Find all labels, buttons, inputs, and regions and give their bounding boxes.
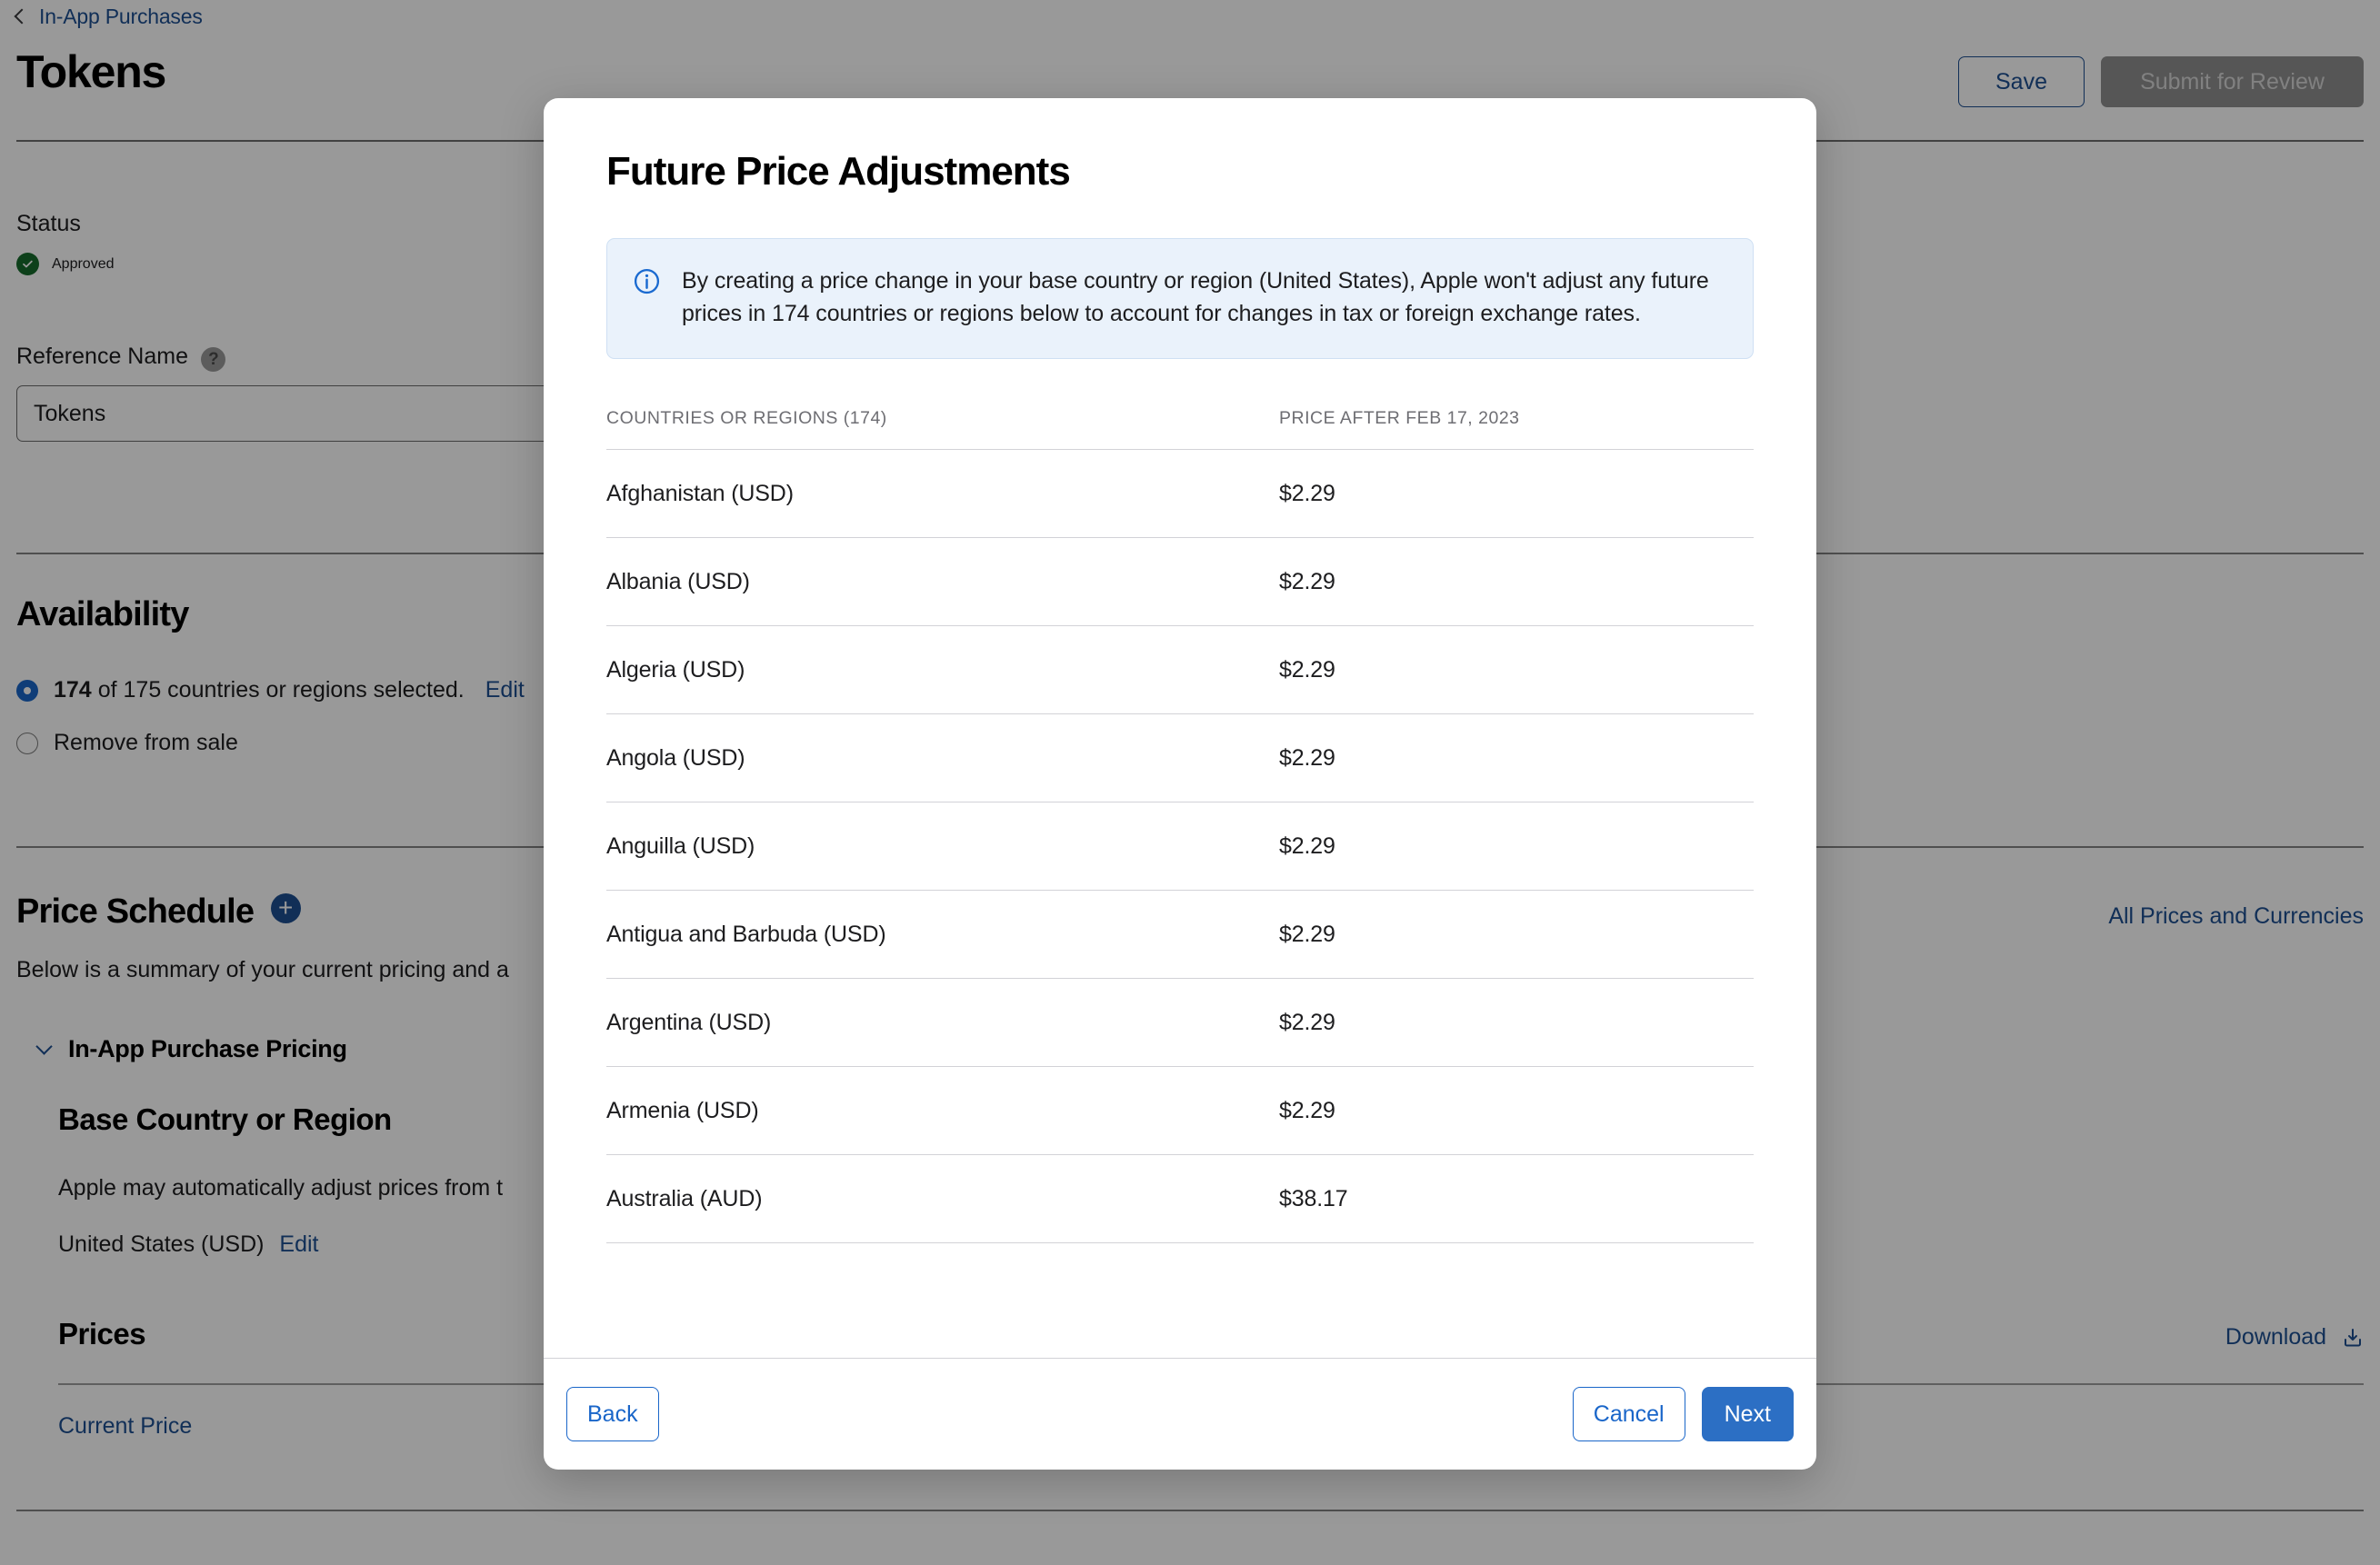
availability-edit-link[interactable]: Edit [485, 677, 525, 703]
table-row: Algeria (USD) $2.29 [606, 625, 1754, 714]
table-row: Albania (USD) $2.29 [606, 537, 1754, 626]
cell-country: Antigua and Barbuda (USD) [606, 890, 1279, 979]
cell-price: $2.29 [1279, 802, 1754, 891]
save-button[interactable]: Save [1958, 56, 2085, 107]
breadcrumb[interactable]: In-App Purchases [14, 0, 203, 33]
cell-country: Afghanistan (USD) [606, 449, 1279, 538]
availability-count: 174 [54, 677, 92, 703]
cell-price: $2.29 [1279, 1066, 1754, 1155]
cell-country: Angola (USD) [606, 713, 1279, 802]
cell-country: Albania (USD) [606, 537, 1279, 626]
in-app-purchase-pricing-label: In-App Purchase Pricing [68, 1034, 347, 1062]
cell-country: Argentina (USD) [606, 978, 1279, 1067]
info-banner-text: By creating a price change in your base … [682, 268, 1709, 327]
info-banner: By creating a price change in your base … [606, 238, 1754, 359]
status-badge: Approved [16, 253, 115, 275]
cancel-button[interactable]: Cancel [1572, 1387, 1685, 1441]
table-row: Antigua and Barbuda (USD) $2.29 [606, 890, 1754, 979]
question-mark-icon[interactable]: ? [201, 347, 226, 373]
divider-bottom [16, 1510, 2364, 1511]
download-link[interactable]: Download [2225, 1324, 2364, 1355]
table-row: Angola (USD) $2.29 [606, 713, 1754, 802]
breadcrumb-link[interactable]: In-App Purchases [39, 4, 203, 28]
availability-option-selected[interactable]: 174 of 175 countries or regions selected… [16, 677, 525, 703]
column-header-country: COUNTRIES OR REGIONS (174) [606, 407, 1279, 450]
future-price-adjustments-dialog: Future Price Adjustments By creating a p… [544, 98, 1816, 1470]
download-label: Download [2225, 1324, 2327, 1350]
modal-body: Future Price Adjustments By creating a p… [544, 98, 1816, 1358]
availability-heading: Availability [16, 595, 189, 633]
availability-remove-label: Remove from sale [54, 730, 238, 755]
prices-heading: Prices [58, 1317, 146, 1351]
cell-price: $2.29 [1279, 978, 1754, 1067]
page-title: Tokens [16, 46, 166, 97]
download-icon [2342, 1327, 2364, 1355]
column-header-price: PRICE AFTER FEB 17, 2023 [1279, 407, 1754, 450]
back-button[interactable]: Back [566, 1387, 659, 1441]
modal-footer: Back Cancel Next [544, 1358, 1816, 1470]
radio-unselected-icon[interactable] [16, 732, 38, 754]
table-row: Argentina (USD) $2.29 [606, 978, 1754, 1067]
next-button[interactable]: Next [1701, 1387, 1794, 1441]
table-body: Afghanistan (USD) $2.29 Albania (USD) $2.29… [606, 449, 1754, 1243]
submit-for-review-button[interactable]: Submit for Review [2101, 56, 2364, 107]
plus-circle-icon[interactable]: + [270, 892, 301, 923]
base-country-note: Apple may automatically adjust prices fr… [58, 1175, 504, 1201]
modal-title: Future Price Adjustments [606, 149, 1071, 194]
base-country-value-row: United States (USD) Edit [58, 1231, 319, 1258]
top-actions: Save Submit for Review [1958, 56, 2364, 107]
table-row: Australia (AUD) $38.17 [606, 1154, 1754, 1243]
status-value: Approved [52, 255, 115, 272]
radio-selected-icon[interactable] [16, 679, 38, 702]
cell-price: $2.29 [1279, 625, 1754, 714]
base-country-heading: Base Country or Region [58, 1102, 392, 1136]
cell-price: $2.29 [1279, 449, 1754, 538]
base-country-edit-link[interactable]: Edit [279, 1231, 319, 1257]
availability-option-remove[interactable]: Remove from sale [16, 730, 238, 756]
reference-name-label: Reference Name [16, 344, 188, 369]
reference-name-label-row: Reference Name ? [16, 344, 226, 373]
status-heading: Status [16, 211, 81, 236]
cell-country: Anguilla (USD) [606, 802, 1279, 891]
base-country-value: United States (USD) [58, 1231, 265, 1257]
price-schedule-description: Below is a summary of your current prici… [16, 957, 509, 982]
modal-footer-right: Cancel Next [1572, 1387, 1794, 1441]
check-circle-icon [16, 253, 39, 275]
table-row: Armenia (USD) $2.29 [606, 1066, 1754, 1155]
all-prices-and-currencies-link[interactable]: All Prices and Currencies [2108, 903, 2364, 929]
table-row: Anguilla (USD) $2.29 [606, 802, 1754, 891]
future-prices-table: COUNTRIES OR REGIONS (174) PRICE AFTER F… [606, 407, 1754, 1243]
current-price-link[interactable]: Current Price [58, 1413, 193, 1439]
cell-price: $2.29 [1279, 713, 1754, 802]
price-schedule-heading: Price Schedule [16, 892, 255, 931]
table-row: Afghanistan (USD) $2.29 [606, 449, 1754, 538]
cell-country: Algeria (USD) [606, 625, 1279, 714]
table-header-row: COUNTRIES OR REGIONS (174) PRICE AFTER F… [606, 407, 1754, 450]
cell-country: Australia (AUD) [606, 1154, 1279, 1243]
cell-price: $2.29 [1279, 890, 1754, 979]
cell-price: $38.17 [1279, 1154, 1754, 1243]
availability-text: of 175 countries or regions selected. [97, 677, 465, 703]
info-circle-icon [633, 267, 661, 331]
price-schedule-heading-row: Price Schedule + [16, 892, 301, 932]
cell-country: Armenia (USD) [606, 1066, 1279, 1155]
cell-price: $2.29 [1279, 537, 1754, 626]
